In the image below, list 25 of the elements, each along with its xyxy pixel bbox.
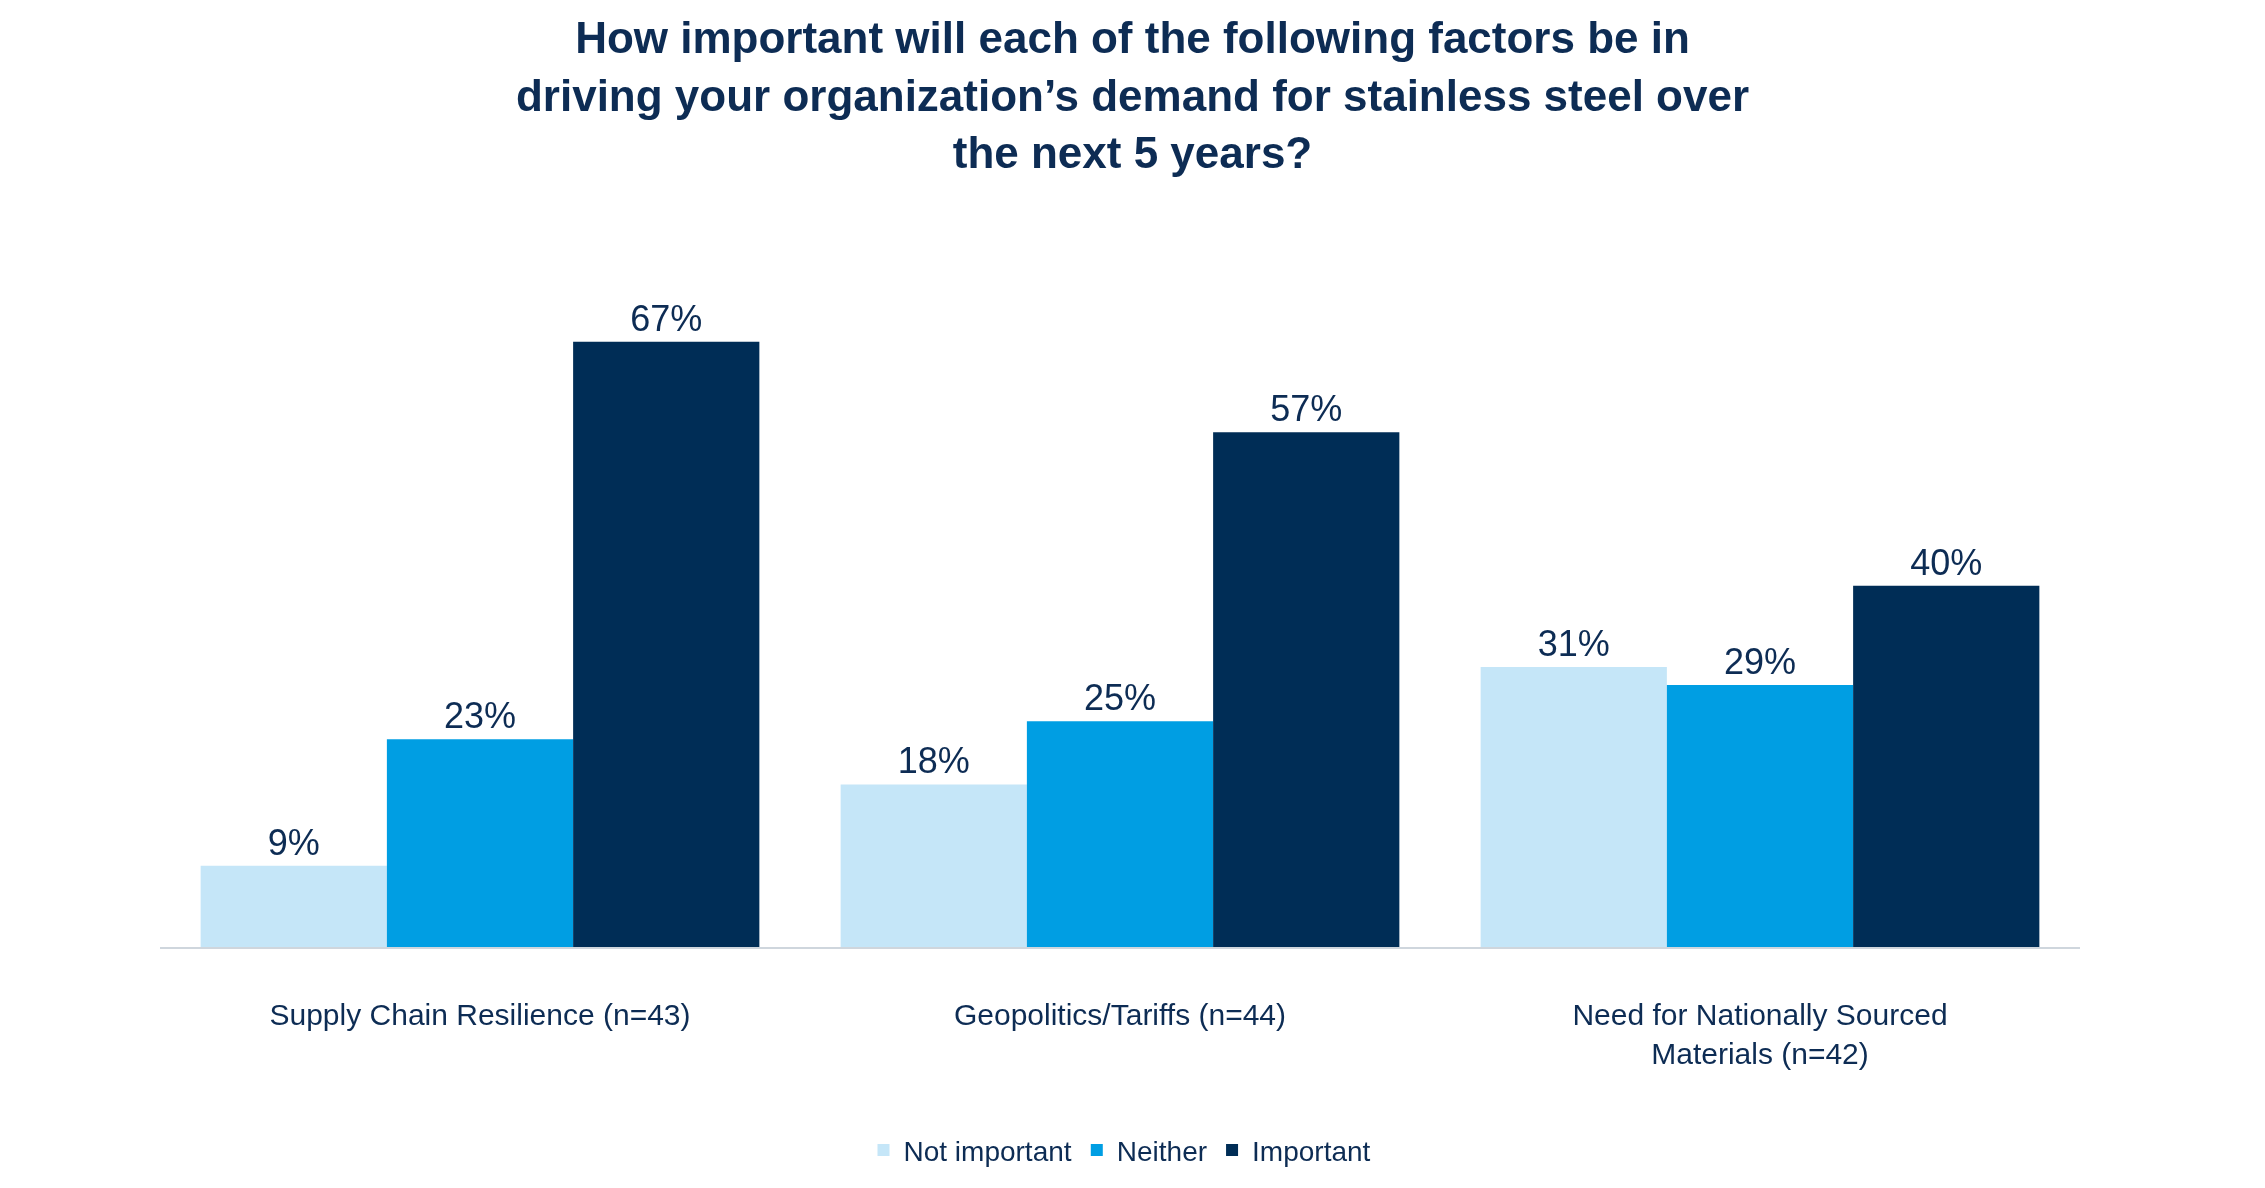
bar	[1480, 667, 1667, 947]
bar	[573, 341, 760, 947]
bar	[1853, 585, 2040, 947]
data-label: 9%	[267, 821, 320, 863]
data-label: 29%	[1723, 641, 1797, 683]
legend-label: Not important	[903, 1135, 1072, 1167]
data-label: 31%	[1537, 623, 1610, 665]
bar	[1026, 721, 1214, 947]
bar	[840, 784, 1027, 947]
data-label: 67%	[630, 297, 703, 339]
data-label: 18%	[897, 740, 970, 782]
chart-title: How important will each of the following factors be in driving your organization’s demand for stainless steel over the next 5 years?	[515, 13, 1750, 177]
data-label: 23%	[443, 695, 517, 737]
bar	[1666, 685, 1854, 947]
data-label: 57%	[1270, 388, 1343, 430]
x-tick-label: Supply Chain Resilience (n=43)	[269, 998, 691, 1031]
legend-label: Important	[1252, 1135, 1371, 1167]
bar	[386, 739, 574, 947]
bar	[200, 865, 387, 947]
x-tick-label: Need for Nationally Sourced Materials (n=42)	[1572, 998, 1948, 1070]
bar	[1213, 432, 1400, 947]
data-label: 25%	[1083, 677, 1157, 719]
x-tick-label: Geopolitics/Tariffs (n=44)	[953, 998, 1287, 1031]
data-label: 40%	[1910, 541, 1983, 583]
legend-label: Neither	[1116, 1135, 1208, 1167]
